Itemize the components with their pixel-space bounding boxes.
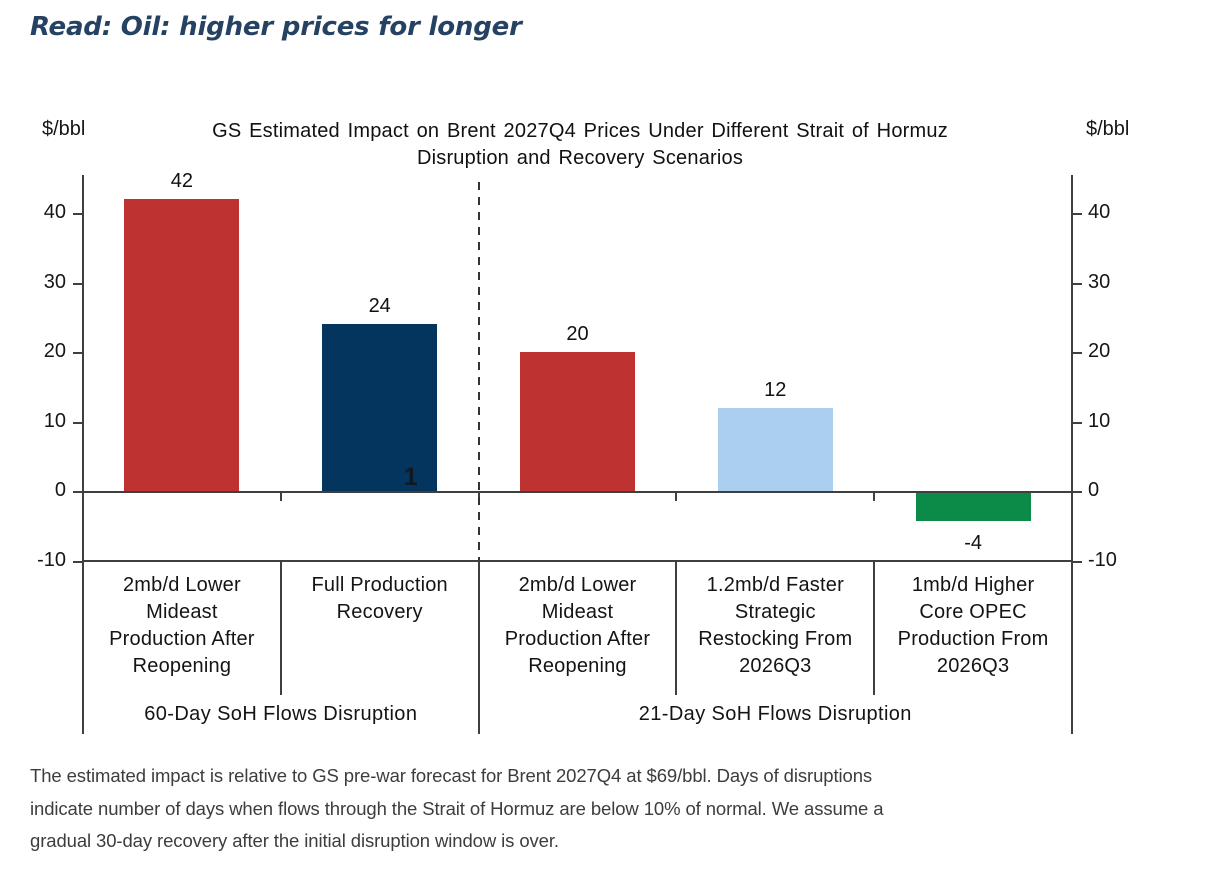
chart-title-line-2: Disruption and Recovery Scenarios [416, 147, 744, 169]
y-tick-left [73, 421, 83, 424]
footnote-line-2: indicate number of days when flows throu… [30, 797, 884, 819]
bar-value-label: 24 [368, 295, 391, 318]
y-tick-left [73, 282, 83, 285]
y-axis-spine-right [1071, 175, 1073, 734]
category-boundary-tick [675, 493, 678, 501]
category-label: 1mb/d Higher Core OPEC Production From 2026… [897, 574, 1049, 677]
bar-value-label: -4 [964, 531, 982, 554]
category-label: Full Production Recovery [311, 574, 448, 623]
bar-value-label: 20 [566, 323, 589, 345]
category-separator [675, 562, 678, 695]
bar [717, 407, 833, 491]
y-tick-label-right: 40 [1088, 201, 1111, 223]
bar [520, 352, 635, 491]
bar-value-label: 12 [764, 378, 787, 401]
category-label: 2mb/d Lower Mideast Production After Reopen… [504, 574, 651, 677]
y-tick-left [73, 491, 83, 493]
category-separator [873, 562, 876, 695]
stray-annotation: 1 [403, 463, 418, 491]
y-tick-left [73, 560, 83, 563]
y-tick-label-left: 30 [43, 270, 66, 293]
chart-title: GS Estimated Impact on Brent 2027Q4 Pric… [197, 118, 963, 172]
y-tick-left [73, 352, 83, 354]
y-tick-label-left: 0 [54, 479, 66, 501]
group-divider-solid [477, 560, 480, 734]
y-tick-label-left: -10 [37, 548, 66, 571]
group-label: 21-Day SoH Flows Disruption [638, 703, 912, 725]
y-tick-label-left: 40 [43, 201, 66, 223]
y-axis-spine-left [82, 175, 84, 734]
y-tick-right [1072, 282, 1082, 285]
bar [124, 199, 240, 491]
y-tick-label-right: 10 [1088, 409, 1111, 432]
footnote-line-3: gradual 30-day recovery after the initia… [30, 830, 559, 851]
y-tick-label-right: 0 [1088, 479, 1100, 501]
bar [915, 493, 1031, 521]
zero-line [83, 491, 1072, 493]
category-label: 1.2mb/d Faster Strategic Restocking From 20… [698, 574, 853, 677]
y-axis-unit-right: $/bbl [1086, 118, 1130, 140]
y-tick-label-right: -10 [1088, 548, 1117, 571]
y-tick-right [1072, 213, 1082, 215]
category-label: 2mb/d Lower Mideast Production After Reopen… [109, 574, 255, 677]
bar [322, 324, 438, 491]
chart-title-line-1: GS Estimated Impact on Brent 2027Q4 Pric… [212, 120, 948, 142]
y-tick-right [1072, 491, 1082, 493]
base-line [83, 560, 1072, 562]
group-label: 60-Day SoH Flows Disruption [144, 703, 418, 725]
category-boundary-tick [279, 493, 282, 501]
y-tick-label-right: 20 [1088, 340, 1111, 362]
y-tick-right [1072, 421, 1082, 424]
y-tick-label-right: 30 [1088, 270, 1111, 293]
chart-footnote: The estimated impact is relative to GS p… [30, 760, 1090, 858]
article-link-heading[interactable]: Read: Oil: higher prices for longer [30, 12, 522, 42]
footnote-line-1: The estimated impact is relative to GS p… [30, 765, 873, 786]
y-axis-unit-left: $/bbl [42, 118, 86, 140]
y-tick-label-left: 20 [43, 340, 66, 362]
y-tick-left [73, 213, 83, 215]
category-separator [279, 562, 282, 695]
y-tick-label-left: 10 [43, 409, 66, 432]
y-tick-right [1072, 352, 1082, 354]
category-boundary-tick [873, 493, 876, 501]
bar-value-label: 42 [170, 170, 194, 193]
y-tick-right [1072, 560, 1082, 563]
group-divider-dashed [477, 182, 480, 560]
